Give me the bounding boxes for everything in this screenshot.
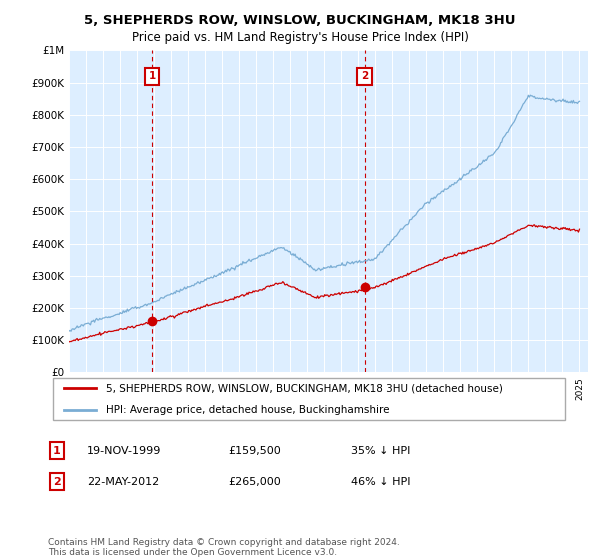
Text: Contains HM Land Registry data © Crown copyright and database right 2024.
This d: Contains HM Land Registry data © Crown c… (48, 538, 400, 557)
Text: 1: 1 (148, 71, 155, 81)
Text: 19-NOV-1999: 19-NOV-1999 (87, 446, 161, 456)
Text: 22-MAY-2012: 22-MAY-2012 (87, 477, 159, 487)
Text: 2: 2 (53, 477, 61, 487)
Text: 1: 1 (53, 446, 61, 456)
Text: 5, SHEPHERDS ROW, WINSLOW, BUCKINGHAM, MK18 3HU (detached house): 5, SHEPHERDS ROW, WINSLOW, BUCKINGHAM, M… (106, 383, 503, 393)
Text: 5, SHEPHERDS ROW, WINSLOW, BUCKINGHAM, MK18 3HU: 5, SHEPHERDS ROW, WINSLOW, BUCKINGHAM, M… (84, 14, 516, 27)
Text: 2: 2 (361, 71, 368, 81)
Text: £265,000: £265,000 (228, 477, 281, 487)
Text: 46% ↓ HPI: 46% ↓ HPI (351, 477, 410, 487)
Text: Price paid vs. HM Land Registry's House Price Index (HPI): Price paid vs. HM Land Registry's House … (131, 31, 469, 44)
Text: 35% ↓ HPI: 35% ↓ HPI (351, 446, 410, 456)
Text: £159,500: £159,500 (228, 446, 281, 456)
FancyBboxPatch shape (53, 377, 565, 421)
Text: HPI: Average price, detached house, Buckinghamshire: HPI: Average price, detached house, Buck… (106, 405, 389, 415)
